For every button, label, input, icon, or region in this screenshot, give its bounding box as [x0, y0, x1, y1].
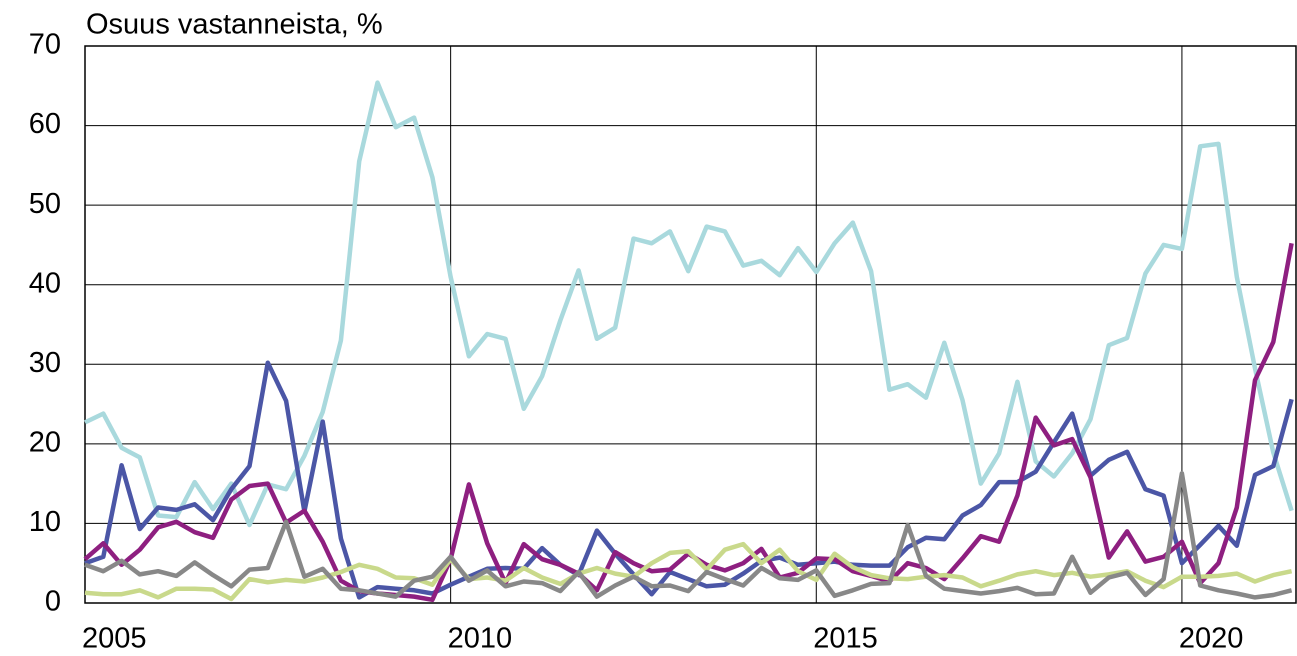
plot-frame: [84, 45, 1297, 604]
series-line: [84, 80, 1294, 528]
y-tick-label: 30: [29, 347, 61, 379]
series-line: [84, 471, 1293, 600]
y-tick-label: 20: [29, 427, 61, 459]
y-tick-label: 50: [29, 188, 61, 220]
series-line: [83, 242, 1294, 603]
x-tick-label: 2005: [82, 623, 147, 655]
y-tick-label: 70: [29, 29, 61, 61]
y-tick-label: 60: [29, 108, 61, 140]
y-axis-label: Osuus vastanneista, %: [86, 9, 383, 41]
y-tick-label: 10: [29, 506, 61, 538]
x-tick-label: 2020: [1179, 623, 1244, 655]
y-tick-label: 0: [45, 586, 61, 618]
y-tick-label: 40: [29, 267, 61, 299]
x-tick-label: 2015: [813, 623, 878, 655]
x-tick-label: 2010: [448, 623, 513, 655]
series-line: [84, 541, 1293, 602]
series-line: [84, 360, 1294, 600]
